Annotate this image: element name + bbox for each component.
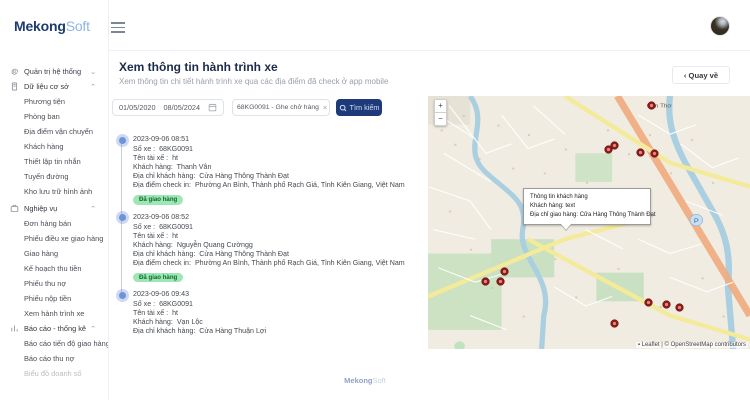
svg-text:P: P	[694, 218, 699, 225]
